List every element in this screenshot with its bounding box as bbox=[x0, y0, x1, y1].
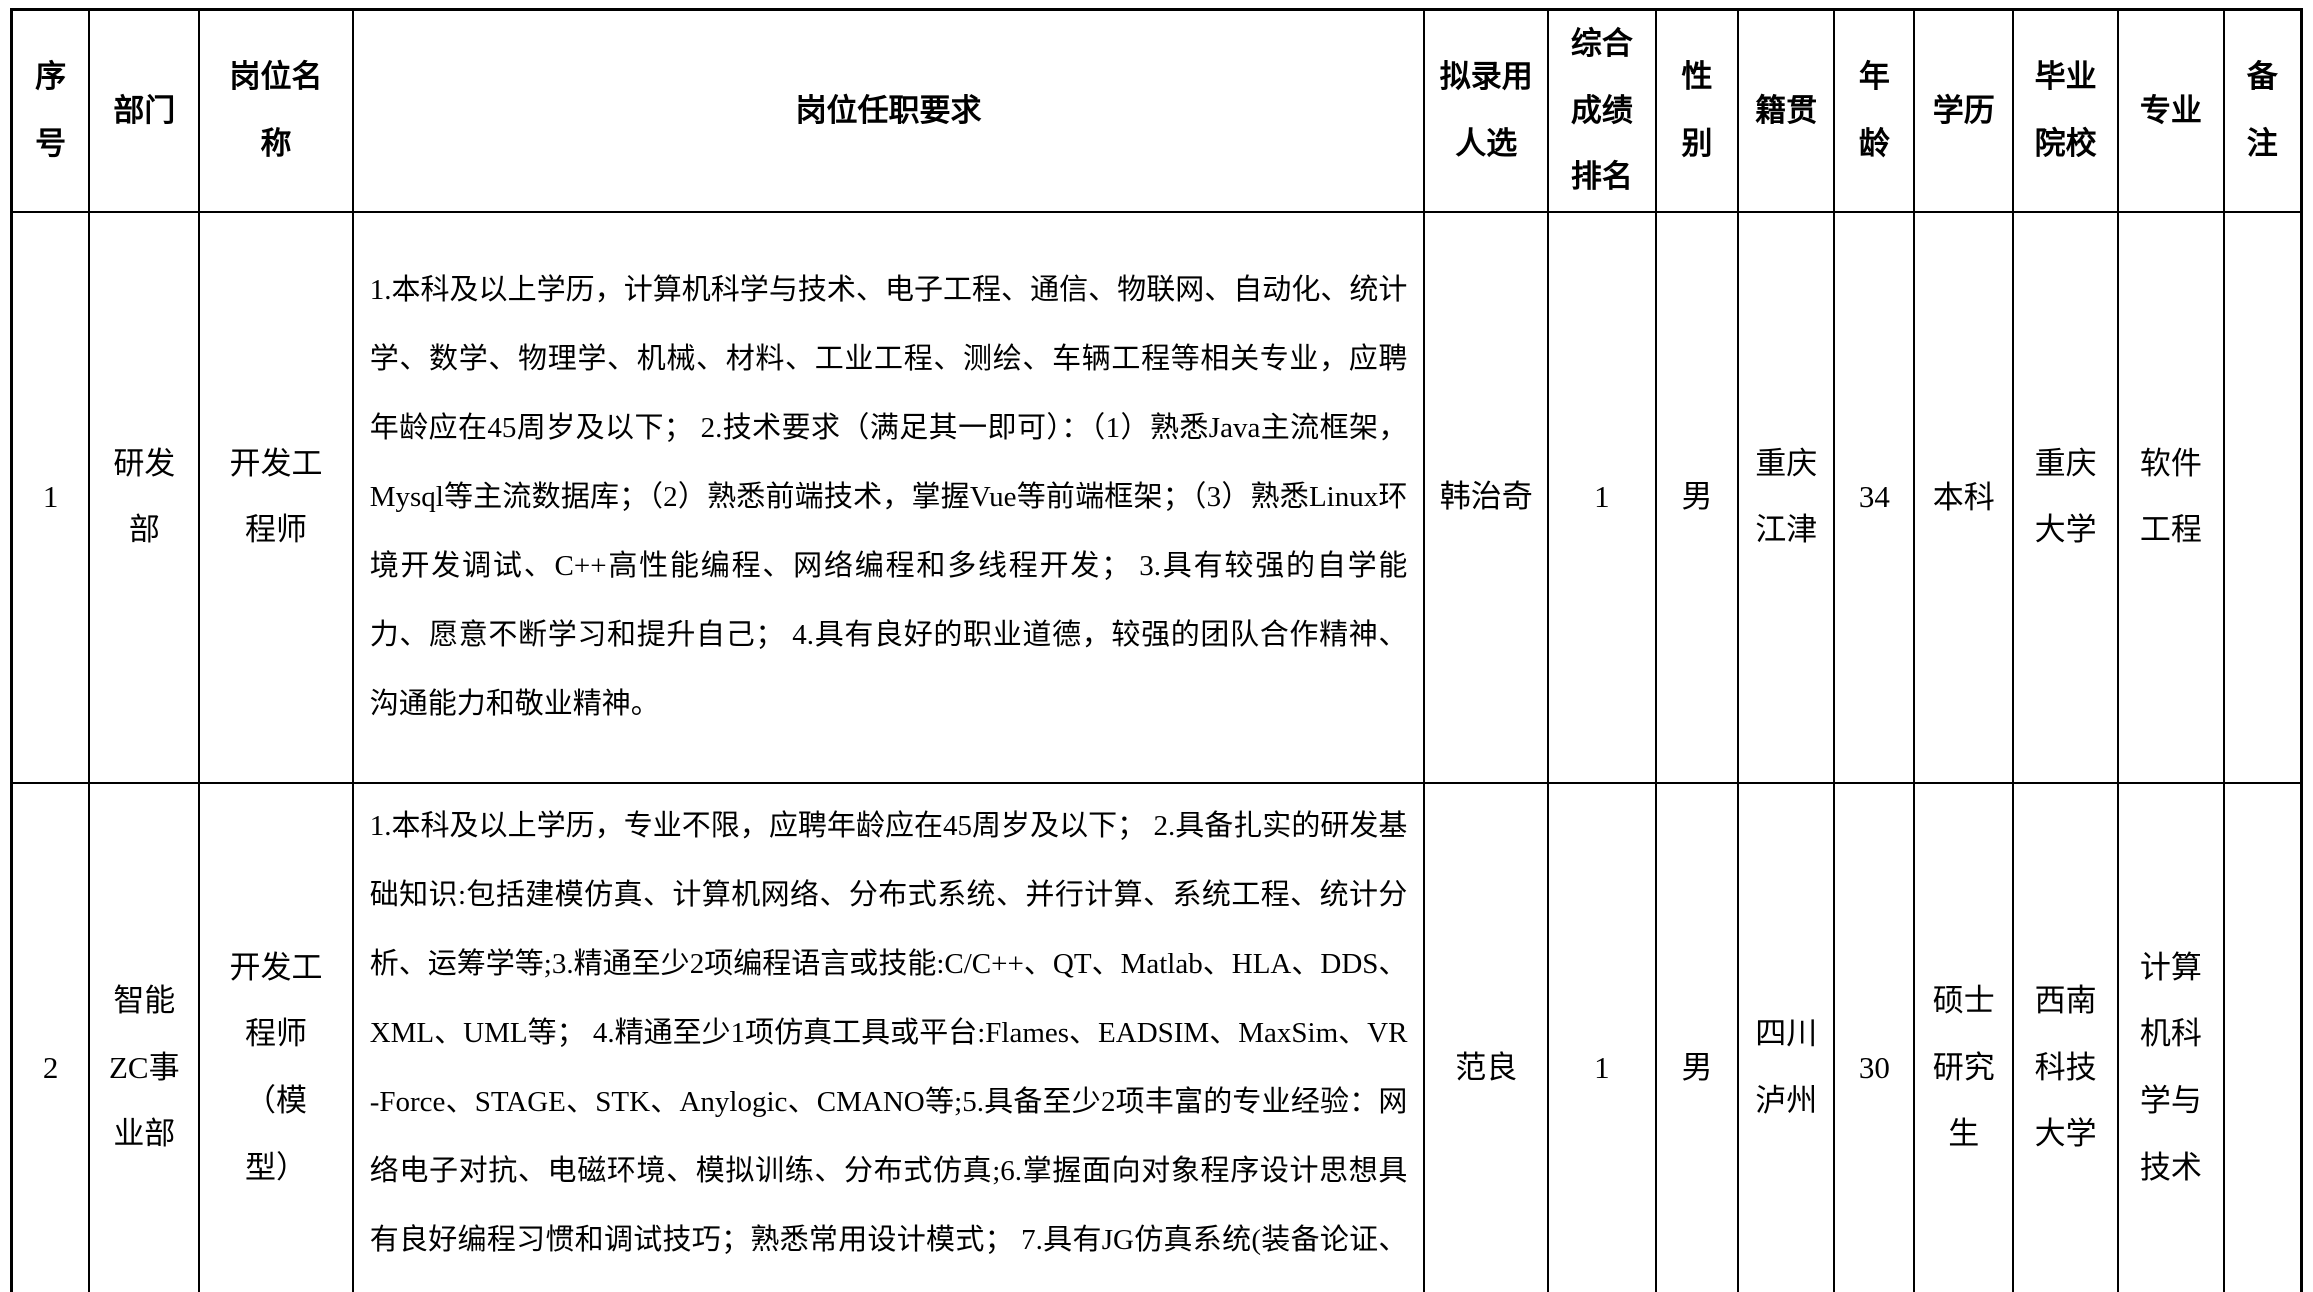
header-candidate: 拟录用人选 bbox=[1423, 8, 1550, 213]
cell-position-text: 开发工程师 bbox=[229, 445, 323, 548]
cell-native-place-text: 重庆江津 bbox=[1755, 445, 1818, 548]
cell-major: 软件工程 bbox=[2117, 210, 2225, 784]
cell-position: 开发工程师 bbox=[198, 210, 354, 784]
table-header-row: 序号 部门 岗位名称 岗位任职要求 拟录用人选 综合成绩排名 性别 籍贯 年龄 … bbox=[10, 8, 2303, 213]
header-remark-label: 备注 bbox=[2246, 59, 2278, 161]
cell-department-text: 研发部 bbox=[113, 445, 176, 548]
cell-education: 硕士研究生 bbox=[1913, 781, 2014, 1292]
header-candidate-label: 拟录用人选 bbox=[1439, 59, 1533, 161]
header-native-place: 籍贯 bbox=[1737, 8, 1836, 213]
cell-education: 本科 bbox=[1913, 210, 2014, 784]
cell-position: 开发工程师（模型） bbox=[198, 781, 354, 1292]
header-gender-label: 性别 bbox=[1681, 59, 1713, 161]
cell-seq: 2 bbox=[10, 781, 91, 1292]
header-age: 年龄 bbox=[1833, 8, 1916, 213]
header-requirements: 岗位任职要求 bbox=[351, 8, 1426, 213]
cell-gender: 男 bbox=[1654, 781, 1740, 1292]
cell-position-text: 开发工程师（模型） bbox=[229, 949, 323, 1185]
cell-rank: 1 bbox=[1547, 781, 1657, 1292]
cell-education-text: 本科 bbox=[1932, 480, 1995, 516]
cell-native-place: 重庆江津 bbox=[1737, 210, 1836, 784]
header-education: 学历 bbox=[1913, 8, 2014, 213]
cell-remark bbox=[2222, 210, 2303, 784]
cell-age: 34 bbox=[1833, 210, 1916, 784]
cell-education-text: 硕士研究生 bbox=[1932, 983, 1995, 1152]
header-department: 部门 bbox=[88, 8, 201, 213]
cell-department-text: 智能ZC事业部 bbox=[109, 983, 180, 1152]
header-position: 岗位名称 bbox=[198, 8, 354, 213]
cell-candidate: 韩治奇 bbox=[1423, 210, 1550, 784]
cell-department: 智能ZC事业部 bbox=[88, 781, 201, 1292]
cell-major-text: 软件工程 bbox=[2139, 445, 2202, 548]
header-rank-label: 综合成绩排名 bbox=[1570, 26, 1633, 195]
cell-native-place-text: 四川泸州 bbox=[1755, 1016, 1818, 1118]
cell-native-place: 四川泸州 bbox=[1737, 781, 1836, 1292]
cell-department: 研发部 bbox=[88, 210, 201, 784]
header-seq-label: 序号 bbox=[35, 59, 67, 161]
cell-school-text: 重庆大学 bbox=[2034, 445, 2097, 548]
header-department-label: 部门 bbox=[113, 92, 176, 128]
header-school-label: 毕业院校 bbox=[2034, 59, 2097, 161]
cell-requirements: 1.本科及以上学历，专业不限，应聘年龄应在45周岁及以下； 2.具备扎实的研发基… bbox=[351, 781, 1426, 1292]
header-education-label: 学历 bbox=[1932, 92, 1995, 128]
cell-age: 30 bbox=[1833, 781, 1916, 1292]
cell-school: 西南科技大学 bbox=[2011, 781, 2120, 1292]
header-gender: 性别 bbox=[1654, 8, 1740, 213]
header-native-place-label: 籍贯 bbox=[1755, 92, 1818, 128]
cell-major: 计算机科学与技术 bbox=[2117, 781, 2225, 1292]
cell-rank: 1 bbox=[1547, 210, 1657, 784]
header-position-label: 岗位名称 bbox=[229, 59, 323, 161]
cell-school-text: 西南科技大学 bbox=[2034, 983, 2097, 1152]
header-remark: 备注 bbox=[2222, 8, 2303, 213]
cell-requirements: 1.本科及以上学历，计算机科学与技术、电子工程、通信、物联网、自动化、统计学、数… bbox=[351, 210, 1426, 784]
header-major: 专业 bbox=[2117, 8, 2225, 213]
header-seq: 序号 bbox=[10, 8, 91, 213]
cell-candidate: 范良 bbox=[1423, 781, 1550, 1292]
cell-school: 重庆大学 bbox=[2011, 210, 2120, 784]
header-requirements-label: 岗位任职要求 bbox=[795, 92, 982, 128]
cell-remark bbox=[2222, 781, 2303, 1292]
header-major-label: 专业 bbox=[2139, 92, 2202, 128]
cell-major-text: 计算机科学与技术 bbox=[2139, 949, 2202, 1185]
header-rank: 综合成绩排名 bbox=[1547, 8, 1657, 213]
header-age-label: 年龄 bbox=[1858, 59, 1890, 161]
recruitment-table: 序号 部门 岗位名称 岗位任职要求 拟录用人选 综合成绩排名 性别 籍贯 年龄 … bbox=[10, 8, 2303, 1292]
table-row: 1 研发部 开发工程师 1.本科及以上学历，计算机科学与技术、电子工程、通信、物… bbox=[10, 210, 2303, 784]
cell-gender: 男 bbox=[1654, 210, 1740, 784]
header-school: 毕业院校 bbox=[2011, 8, 2120, 213]
cell-seq: 1 bbox=[10, 210, 91, 784]
table-row: 2 智能ZC事业部 开发工程师（模型） 1.本科及以上学历，专业不限，应聘年龄应… bbox=[10, 781, 2303, 1292]
